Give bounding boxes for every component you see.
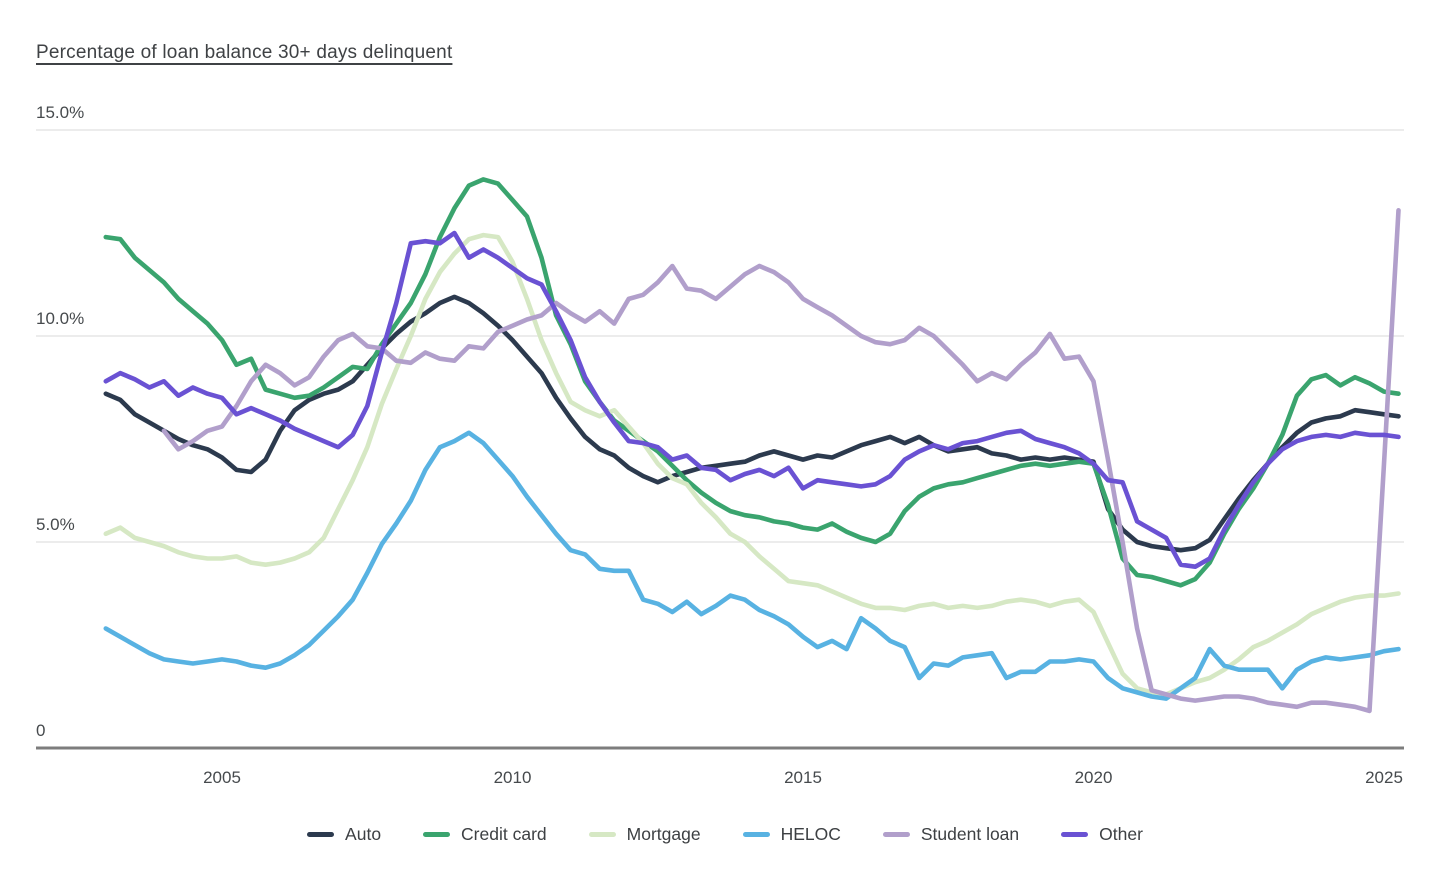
legend-swatch-icon	[588, 832, 616, 837]
series-line-mortgage	[103, 232, 1401, 697]
legend-swatch-icon	[742, 832, 770, 837]
legend-label: Other	[1099, 824, 1143, 844]
legend-swatch-icon	[307, 832, 335, 837]
series-line-heloc	[103, 430, 1401, 701]
x-axis-tick-label: 2025	[1365, 768, 1403, 787]
legend-item-heloc: HELOC	[742, 824, 841, 845]
x-axis-tick-label: 2010	[494, 768, 532, 787]
legend-item-credit-card: Credit card	[423, 824, 547, 845]
y-axis-tick-label: 0	[36, 721, 45, 740]
legend-item-mortgage: Mortgage	[588, 824, 701, 845]
legend-swatch-icon	[423, 832, 451, 837]
chart-title: Percentage of loan balance 30+ days deli…	[36, 42, 453, 63]
x-axis-tick-label: 2020	[1075, 768, 1113, 787]
series-line-credit-card	[103, 177, 1401, 588]
chart-legend: Auto Credit card Mortgage HELOC Student loan…	[0, 824, 1450, 845]
series-line-auto	[103, 294, 1401, 553]
legend-swatch-icon	[882, 832, 910, 837]
legend-label: Student loan	[920, 824, 1020, 844]
y-axis-tick-label: 15.0%	[36, 103, 84, 122]
legend-item-student-loan: Student loan	[882, 824, 1020, 845]
y-axis-tick-label: 5.0%	[36, 515, 75, 534]
x-axis-tick-label: 2005	[203, 768, 241, 787]
legend-label: Credit card	[461, 824, 547, 844]
legend-item-other: Other	[1061, 824, 1143, 845]
legend-swatch-icon	[1061, 832, 1089, 837]
legend-label: HELOC	[780, 824, 841, 844]
y-axis-tick-label: 10.0%	[36, 309, 84, 328]
legend-label: Auto	[345, 824, 382, 844]
x-axis-tick-label: 2015	[784, 768, 822, 787]
series-line-student-loan	[161, 208, 1401, 714]
legend-label: Mortgage	[626, 824, 701, 844]
legend-item-auto: Auto	[307, 824, 381, 845]
series-line-other	[103, 230, 1401, 570]
